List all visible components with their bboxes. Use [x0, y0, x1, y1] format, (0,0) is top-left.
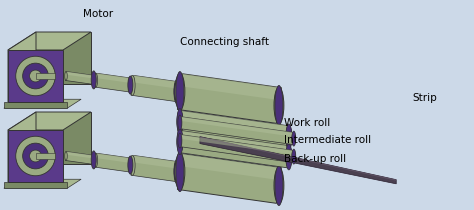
- Polygon shape: [95, 153, 131, 172]
- Ellipse shape: [128, 158, 132, 172]
- Polygon shape: [8, 112, 91, 130]
- Ellipse shape: [174, 160, 180, 184]
- Polygon shape: [4, 102, 67, 108]
- Ellipse shape: [29, 70, 41, 82]
- Polygon shape: [8, 112, 36, 182]
- Ellipse shape: [178, 133, 182, 148]
- Ellipse shape: [91, 151, 96, 169]
- Ellipse shape: [176, 72, 184, 112]
- Ellipse shape: [94, 73, 98, 87]
- Ellipse shape: [286, 146, 292, 168]
- Ellipse shape: [23, 143, 48, 169]
- Text: Intermediate roll: Intermediate roll: [284, 135, 372, 145]
- Ellipse shape: [286, 124, 292, 150]
- Text: Strip: Strip: [412, 93, 437, 103]
- Polygon shape: [200, 136, 396, 181]
- Ellipse shape: [23, 63, 48, 89]
- Polygon shape: [36, 73, 55, 79]
- Ellipse shape: [29, 150, 41, 162]
- Ellipse shape: [274, 168, 284, 203]
- Ellipse shape: [174, 82, 180, 102]
- Ellipse shape: [274, 88, 284, 123]
- Polygon shape: [66, 152, 94, 159]
- Polygon shape: [4, 179, 81, 188]
- Ellipse shape: [177, 129, 183, 155]
- Text: Connecting shaft: Connecting shaft: [180, 37, 269, 47]
- Ellipse shape: [286, 144, 292, 170]
- Polygon shape: [181, 111, 291, 134]
- Polygon shape: [66, 72, 94, 79]
- Polygon shape: [200, 136, 396, 184]
- Polygon shape: [96, 153, 131, 163]
- Ellipse shape: [176, 152, 184, 192]
- Polygon shape: [95, 73, 131, 92]
- Ellipse shape: [177, 109, 183, 135]
- Ellipse shape: [177, 131, 183, 153]
- Ellipse shape: [174, 80, 180, 104]
- Polygon shape: [8, 50, 63, 102]
- Ellipse shape: [129, 155, 135, 175]
- Ellipse shape: [292, 151, 295, 163]
- Polygon shape: [131, 155, 178, 181]
- Ellipse shape: [16, 56, 55, 96]
- Polygon shape: [4, 99, 81, 108]
- Polygon shape: [131, 75, 178, 101]
- Polygon shape: [181, 74, 282, 100]
- Text: Work roll: Work roll: [284, 118, 331, 128]
- Polygon shape: [96, 73, 131, 83]
- Ellipse shape: [292, 131, 296, 146]
- Polygon shape: [177, 154, 282, 203]
- Ellipse shape: [286, 126, 292, 148]
- Polygon shape: [36, 32, 91, 84]
- Ellipse shape: [292, 149, 296, 164]
- Polygon shape: [178, 131, 291, 168]
- Polygon shape: [180, 135, 295, 155]
- Polygon shape: [178, 111, 291, 148]
- Polygon shape: [8, 32, 91, 50]
- Ellipse shape: [177, 111, 183, 133]
- Polygon shape: [181, 131, 291, 154]
- Ellipse shape: [275, 165, 283, 206]
- Polygon shape: [36, 153, 55, 159]
- Ellipse shape: [65, 151, 67, 160]
- Ellipse shape: [178, 117, 182, 129]
- Ellipse shape: [65, 71, 67, 80]
- Polygon shape: [133, 155, 178, 169]
- Polygon shape: [4, 182, 67, 188]
- Ellipse shape: [175, 74, 185, 110]
- Ellipse shape: [174, 161, 180, 182]
- Ellipse shape: [128, 78, 132, 92]
- Text: Back-up roll: Back-up roll: [284, 154, 346, 164]
- Polygon shape: [65, 152, 94, 164]
- Ellipse shape: [128, 76, 133, 94]
- Ellipse shape: [275, 85, 283, 126]
- Polygon shape: [177, 74, 282, 123]
- Text: Motor: Motor: [83, 9, 113, 19]
- Polygon shape: [179, 117, 295, 144]
- Polygon shape: [181, 154, 282, 180]
- Polygon shape: [180, 117, 295, 137]
- Ellipse shape: [92, 75, 95, 84]
- Ellipse shape: [91, 71, 96, 89]
- Ellipse shape: [178, 115, 182, 130]
- Polygon shape: [36, 112, 91, 164]
- Polygon shape: [179, 135, 295, 163]
- Ellipse shape: [292, 133, 295, 145]
- Ellipse shape: [129, 75, 135, 95]
- Polygon shape: [8, 32, 36, 102]
- Polygon shape: [65, 72, 94, 84]
- Ellipse shape: [128, 156, 133, 174]
- Polygon shape: [133, 75, 178, 89]
- Polygon shape: [8, 130, 63, 182]
- Ellipse shape: [175, 154, 185, 190]
- Ellipse shape: [178, 135, 182, 147]
- Ellipse shape: [94, 153, 98, 167]
- Ellipse shape: [16, 136, 55, 176]
- Ellipse shape: [92, 155, 95, 164]
